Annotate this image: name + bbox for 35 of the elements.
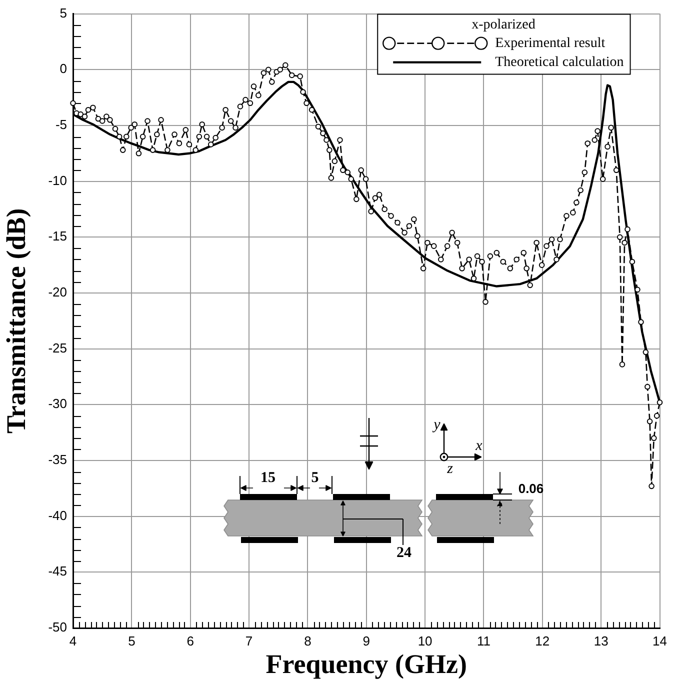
- y-tick-label: 0: [60, 61, 67, 76]
- annotation: 0.06: [518, 481, 544, 496]
- y-tick-label: 5: [60, 5, 67, 20]
- y-axis-title: Transmittance (dB): [1, 208, 32, 434]
- x-tick-label: 4: [69, 633, 77, 648]
- x-tick-label: 11: [476, 633, 490, 648]
- y-tick-label: -5: [55, 117, 67, 132]
- x-tick-label: 13: [594, 633, 608, 648]
- annotation: z: [446, 461, 454, 477]
- annotation: y: [432, 417, 441, 433]
- legend-label: Experimental result: [495, 36, 606, 51]
- y-tick-label: -45: [48, 564, 67, 579]
- y-tick-label: -50: [48, 620, 67, 635]
- x-tick-label: 6: [186, 633, 194, 648]
- x-tick-label: 8: [304, 633, 312, 648]
- annotation: 15: [260, 470, 276, 486]
- annotation: x: [474, 438, 483, 454]
- x-tick-label: 12: [535, 633, 550, 648]
- series-label: Theoretical calculation: [495, 54, 624, 70]
- x-tick-label: 7: [245, 633, 253, 648]
- annotation: 24: [396, 545, 412, 561]
- y-tick-label: -30: [48, 396, 67, 412]
- x-axis-title: Frequency (GHz): [266, 648, 467, 679]
- y-tick-label: -20: [48, 284, 67, 300]
- y-tick-label: -10: [48, 172, 67, 188]
- x-tick-label: 10: [418, 633, 432, 648]
- y-tick-label: -25: [48, 340, 67, 356]
- x-tick-label: 14: [652, 633, 668, 648]
- y-tick-label: -35: [48, 452, 67, 468]
- y-tick-label: -15: [48, 228, 67, 244]
- annotation: 5: [311, 470, 319, 486]
- legend-title: x-polarized: [472, 17, 536, 32]
- x-tick-label: 5: [128, 633, 136, 648]
- y-tick-label: -40: [48, 508, 67, 523]
- x-tick-label: 9: [362, 633, 370, 648]
